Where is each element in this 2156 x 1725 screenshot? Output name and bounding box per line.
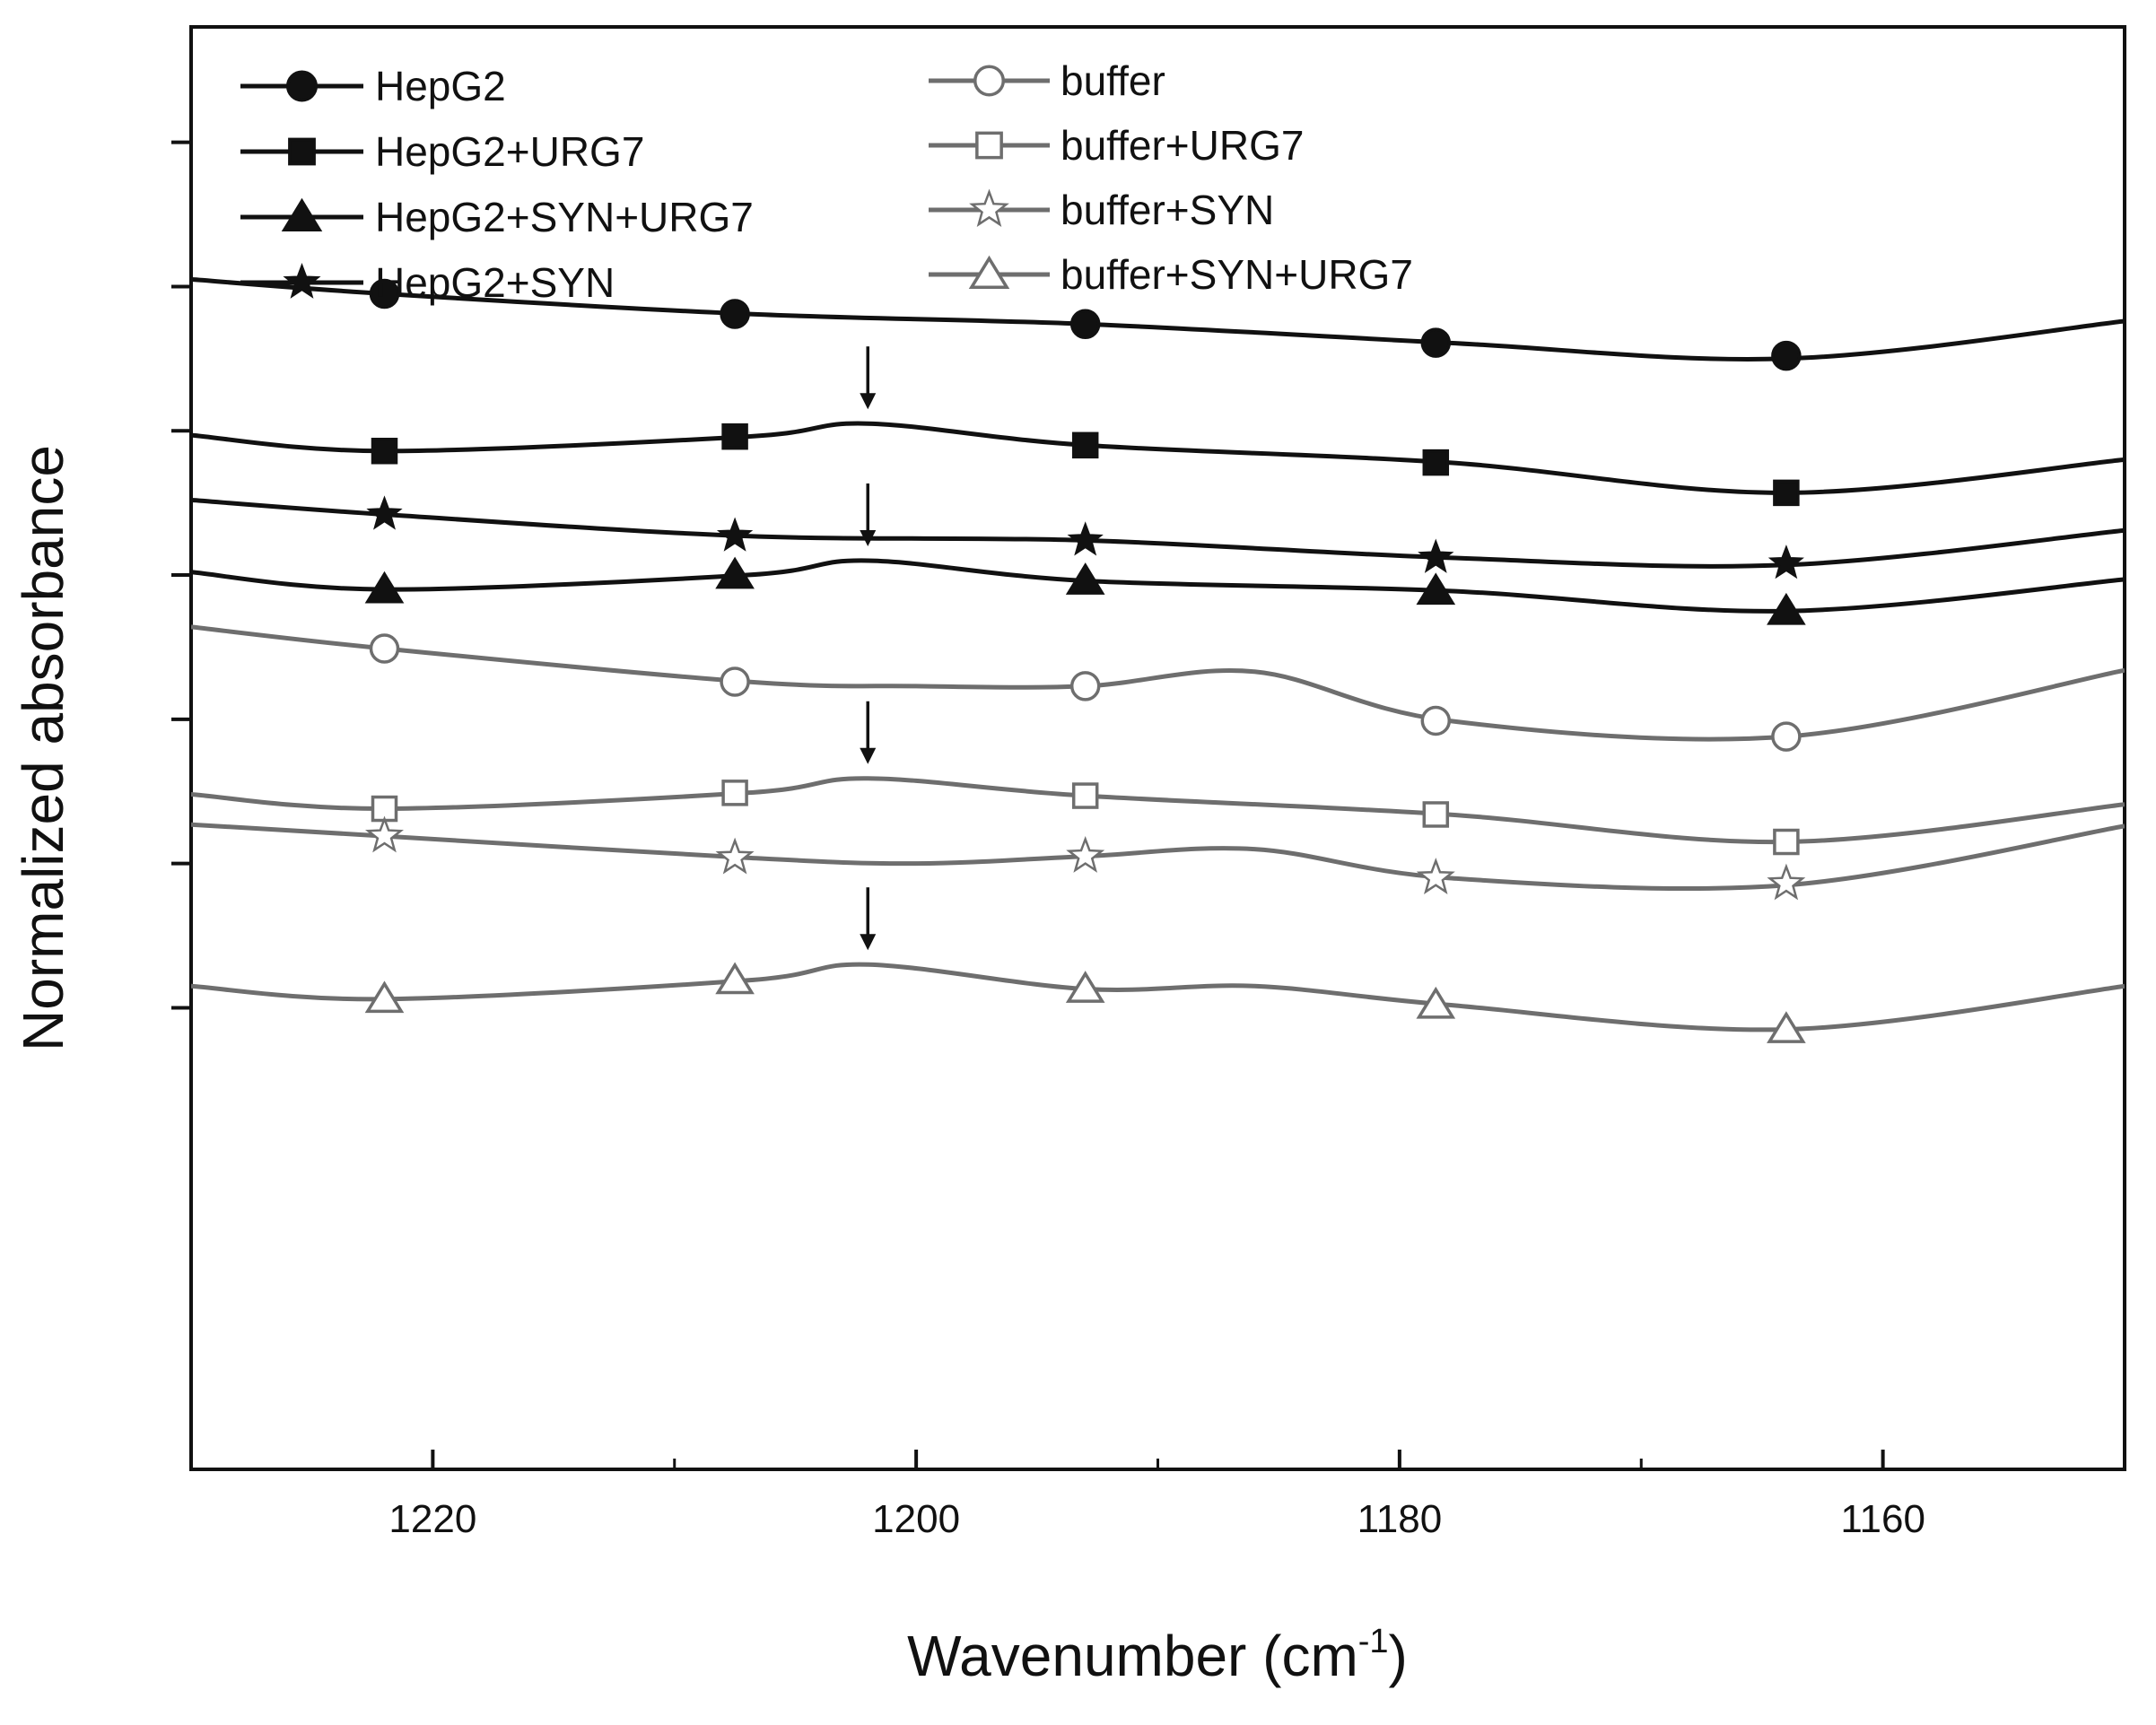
data-point [715,556,755,589]
data-point [715,837,755,875]
legend-label: buffer+SYN+URG7 [1061,251,1413,298]
data-point [369,278,400,309]
data-point [1768,545,1804,579]
data-point [371,438,398,465]
legend-marker [288,137,316,166]
plot-frame [189,25,2126,1471]
data-point [1771,721,1802,752]
data-point [1416,858,1455,894]
legend-marker [969,188,1009,227]
x-tick-label: 1160 [1840,1497,1925,1541]
data-point [1422,801,1450,828]
data-point [716,517,754,552]
data-point [1065,562,1105,595]
legend-marker [281,197,323,232]
data-point [1422,449,1450,476]
series-line-buffer [191,624,2125,742]
data-point [1420,705,1452,736]
series-line-HepG2+SYN+URG7 [191,558,2125,614]
series-lines [191,276,2125,1032]
x-tick-label: 1200 [872,1497,960,1541]
legend-label: HepG2+URG7 [375,128,644,175]
peak-arrow-head [860,529,877,546]
data-point [1067,521,1104,556]
legend-label: HepG2+SYN [375,259,615,306]
peak-arrow-head [860,934,877,951]
legend-label: buffer+SYN [1061,187,1274,233]
series-line-buffer+URG7 [191,776,2125,845]
legend-marker [286,70,318,102]
peak-arrow-head [860,747,877,764]
data-point [1767,1011,1806,1043]
series-line-buffer+SYN+URG7 [191,962,2125,1032]
axis-ticks: 1220 1200 1180 1160 [171,140,2126,1541]
legend: HepG2 HepG2+URG7 HepG2+SYN+URG7 HepG2+SYN bu… [240,57,1413,306]
x-tick-label: 1180 [1357,1497,1443,1541]
data-point [721,780,748,806]
data-point [1771,340,1802,371]
series-line-HepG2+URG7 [191,421,2125,495]
series-line-HepG2+SYN [191,497,2125,569]
x-axis-title-main: Wavenumber (cm [907,1624,1358,1688]
data-point [1773,479,1800,507]
legend-marker [973,65,1005,97]
data-point [1071,782,1099,809]
legend-label: buffer [1061,57,1165,104]
data-point [364,571,405,604]
x-axis-title-superscript: -1 [1358,1623,1389,1660]
x-tick-label: 1220 [388,1497,476,1541]
data-point [715,962,755,995]
legend-marker [283,262,321,299]
data-point [364,980,405,1014]
data-point [366,495,403,530]
data-point [365,815,404,853]
data-point [1773,828,1800,856]
data-point [1069,671,1101,701]
y-axis-title: Normalized absorbance [11,445,75,1051]
data-point [1066,836,1105,873]
data-point [1420,327,1452,358]
data-point [369,633,400,664]
data-point [1767,863,1806,901]
series-line-buffer+SYN [191,822,2125,892]
legend-marker [975,131,1003,160]
legend-label: buffer+URG7 [1061,122,1304,169]
data-point [721,423,748,450]
data-point [720,666,750,697]
x-axis-title-tail: ) [1389,1624,1408,1688]
data-point [1416,572,1456,605]
data-point [1767,592,1806,625]
data-point [1065,971,1105,1003]
x-axis-title: Wavenumber (cm-1) [907,1623,1408,1688]
data-point [1418,538,1454,573]
data-point [1071,431,1099,459]
series-markers [364,278,1806,1043]
data-point [1416,986,1456,1019]
peak-arrow-head [860,393,877,410]
data-point [1069,309,1101,339]
peak-arrows [860,346,877,951]
legend-label: HepG2+SYN+URG7 [375,194,754,240]
data-point [720,299,750,329]
legend-label: HepG2 [375,63,506,109]
legend-marker [968,255,1010,290]
